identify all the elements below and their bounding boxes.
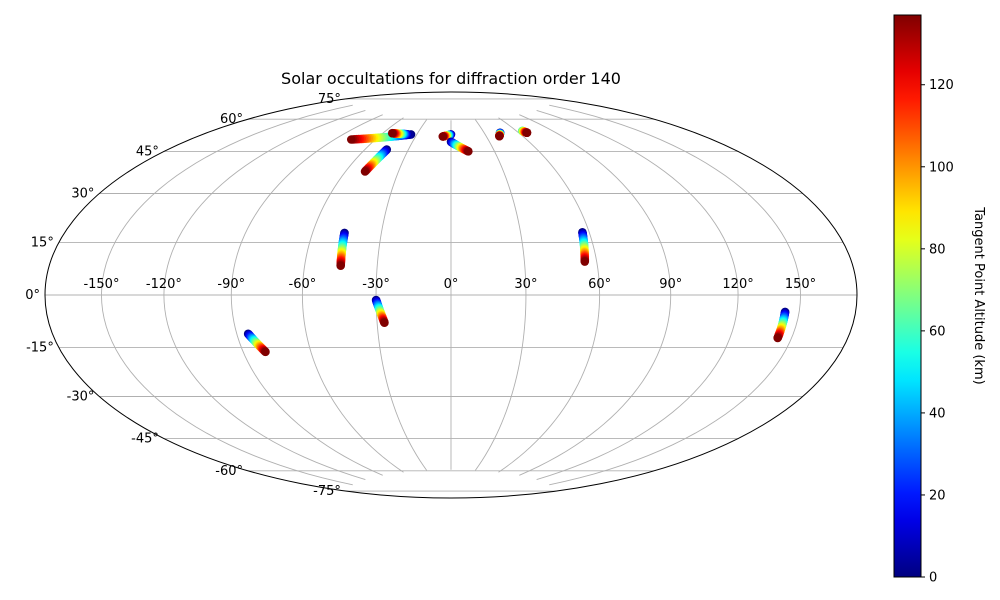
longitude-tick-label: -90°: [217, 277, 245, 292]
latitude-tick-label: 0°: [25, 288, 40, 303]
longitude-tick-label: -30°: [362, 277, 390, 292]
latitude-tick-label: -15°: [26, 341, 54, 356]
occultation-point: [773, 333, 782, 343]
latitude-tick-labels: -75° -60° -45° -30° -15° 0° 15° 30° 45° 60° 75°: [25, 92, 341, 499]
graticule-grid: [45, 98, 857, 492]
map-boundary: [44, 91, 858, 499]
colorbar-tick-label: 120: [929, 78, 954, 93]
longitude-tick-label: 30°: [514, 277, 537, 292]
occultation-point: [360, 167, 370, 176]
longitude-tick-label: 120°: [722, 277, 753, 292]
colorbar-tick-label: 80: [929, 242, 946, 257]
occultation-point: [387, 128, 397, 138]
colorbar-tick-label: 0: [929, 571, 937, 586]
longitude-tick-label: -120°: [146, 277, 182, 292]
latitude-tick-label: -30°: [67, 390, 95, 405]
occultation-track: [517, 126, 532, 138]
longitude-tick-labels: -150° -120° -90° -60° -30° 0° 30° 60° 90° 120° 150…: [83, 277, 816, 292]
occultation-point: [580, 257, 590, 266]
occultation-track: [446, 137, 473, 156]
latitude-tick-label: 30°: [71, 187, 94, 202]
colorbar-tick-label: 60: [929, 324, 946, 339]
latitude-tick-label: 15°: [31, 235, 54, 250]
occultation-point: [346, 135, 356, 144]
occultation-track: [371, 295, 389, 328]
occultation-track: [495, 128, 505, 141]
occultation-point: [464, 147, 473, 156]
latitude-tick-label: -60°: [215, 464, 243, 479]
occultation-point: [380, 318, 389, 328]
colorbar-tick-label: 20: [929, 488, 946, 503]
longitude-tick-label: -60°: [289, 277, 317, 292]
latitude-tick-label: 60°: [220, 112, 243, 127]
occultation-point: [261, 347, 270, 357]
occultation-point: [438, 132, 448, 141]
colorbar-gradient: [893, 14, 922, 578]
occultation-point: [522, 128, 532, 138]
occultation-point: [336, 261, 346, 270]
occultation-track: [336, 228, 349, 270]
longitude-tick-label: 90°: [659, 277, 682, 292]
occultation-track: [578, 227, 590, 266]
colorbar-ticks: 0 20 40 60 80 100 120: [921, 78, 954, 586]
colorbar-tick-label: 100: [929, 160, 954, 175]
occultation-track: [773, 307, 790, 343]
latitude-tick-label: -45°: [131, 432, 159, 447]
colorbar-label: Tangent Point Altitude (km): [971, 206, 986, 384]
colorbar-tick-label: 40: [929, 406, 946, 421]
occultation-track: [243, 329, 270, 357]
latitude-tick-label: -75°: [313, 484, 341, 499]
latitude-tick-label: 75°: [318, 92, 341, 107]
longitude-tick-label: 150°: [785, 277, 816, 292]
occultation-track: [438, 130, 456, 141]
colorbar: 0 20 40 60 80 100 120 Tangent Point Altitude (…: [893, 14, 986, 586]
occultation-points: [243, 126, 790, 357]
occultation-track: [387, 128, 412, 139]
latitude-tick-label: 45°: [136, 144, 159, 159]
occultation-point: [495, 131, 504, 141]
longitude-tick-label: -150°: [83, 277, 119, 292]
longitude-tick-label: 0°: [444, 277, 459, 292]
occultation-track: [360, 145, 392, 176]
longitude-tick-label: 60°: [588, 277, 611, 292]
chart-title: Solar occultations for diffraction order…: [281, 69, 621, 88]
